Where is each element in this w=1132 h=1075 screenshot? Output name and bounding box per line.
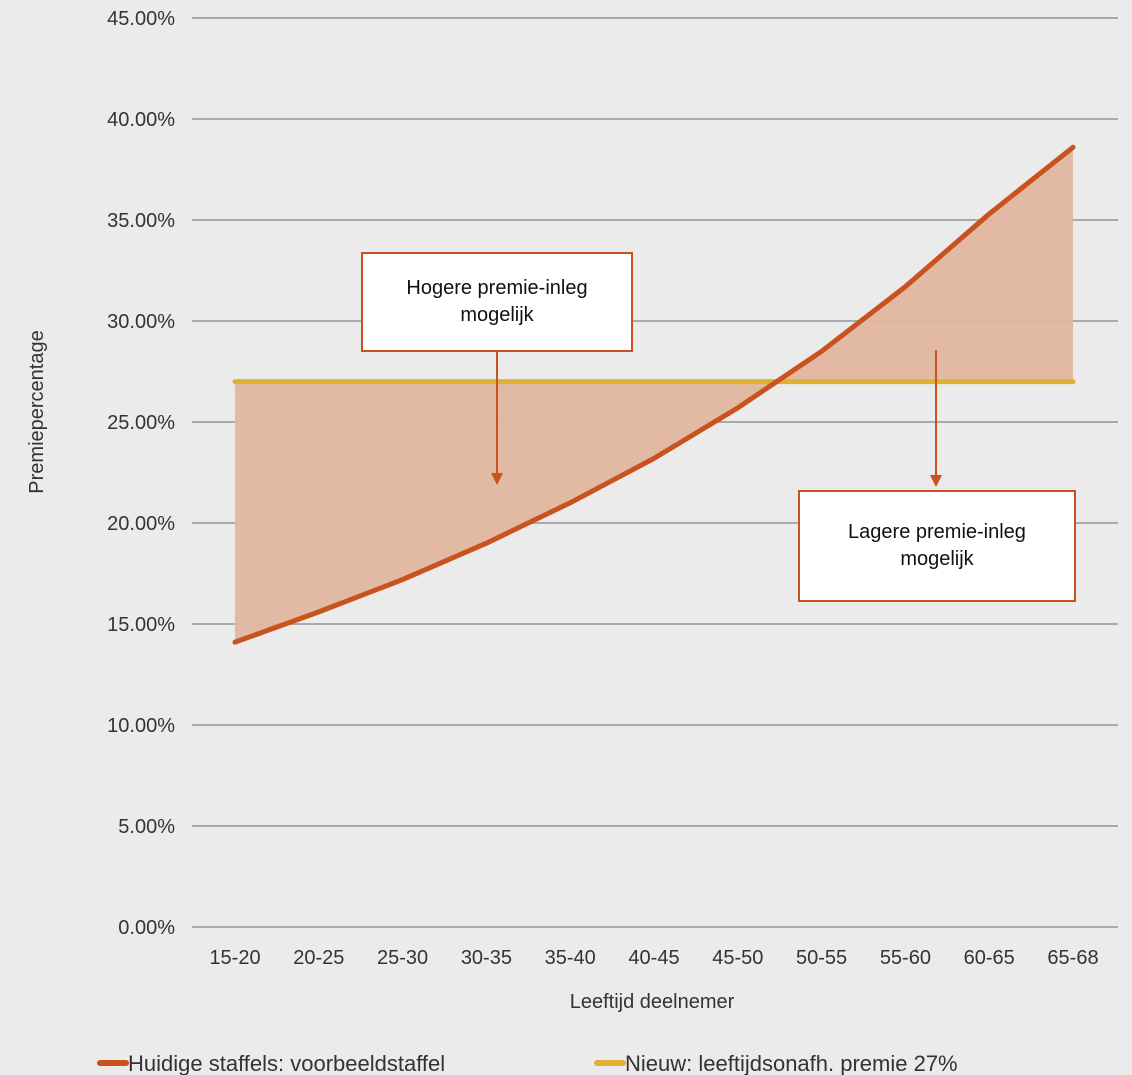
- arrow-higher-head: [491, 473, 503, 485]
- x-tick-label: 25-30: [377, 947, 428, 969]
- series-lines: [232, 144, 1076, 645]
- callout-higher-text: Hogere premie-inleg mogelijk: [406, 277, 588, 326]
- data-point: [317, 610, 321, 614]
- x-tick-labels: 15-20 20-25 25-30 30-35 35-40 40-45 45-50 50-55…: [209, 947, 1098, 969]
- y-tick-label: 30.00%: [107, 311, 175, 333]
- annotation-arrows: [491, 350, 942, 487]
- legend-label-1: Nieuw: leeftijdsonafh. premie 27%: [625, 1051, 958, 1075]
- x-tick-label: 45-50: [712, 947, 763, 969]
- difference-area: [235, 147, 1073, 643]
- data-point: [401, 380, 405, 384]
- data-point: [652, 380, 656, 384]
- x-tick-label: 30-35: [461, 947, 512, 969]
- y-tick-label: 0.00%: [118, 917, 175, 939]
- legend: Huidige staffels: voorbeeldstaffel Nieuw:…: [97, 1051, 958, 1075]
- x-tick-label: 15-20: [209, 947, 260, 969]
- x-axis-title: Leeftijd deelnemer: [570, 991, 735, 1013]
- data-point: [401, 578, 405, 582]
- data-point: [903, 380, 907, 384]
- data-point: [233, 640, 237, 644]
- x-tick-label: 20-25: [293, 947, 344, 969]
- x-tick-label: 65-68: [1047, 947, 1098, 969]
- y-axis-title: Premiepercentage: [26, 330, 48, 493]
- data-point: [1071, 145, 1075, 149]
- y-tick-label: 45.00%: [107, 8, 175, 30]
- x-tick-label: 35-40: [545, 947, 596, 969]
- data-point: [736, 406, 740, 410]
- y-tick-label: 5.00%: [118, 816, 175, 838]
- y-tick-label: 35.00%: [107, 210, 175, 232]
- legend-label-0: Huidige staffels: voorbeeldstaffel: [128, 1051, 445, 1075]
- callout-lower-text: Lagere premie-inleg mogelijk: [848, 521, 1026, 570]
- callout-higher-premium: Hogere premie-inleg mogelijk: [361, 252, 633, 352]
- callout-lower-premium: Lagere premie-inleg mogelijk: [798, 490, 1076, 602]
- data-point: [820, 380, 824, 384]
- y-tick-label: 10.00%: [107, 715, 175, 737]
- data-point: [987, 380, 991, 384]
- data-point: [820, 349, 824, 353]
- y-tick-labels: 0.00% 5.00% 10.00% 15.00% 20.00% 25.00% 30.00%…: [107, 8, 175, 939]
- data-point: [568, 380, 572, 384]
- y-tick-label: 15.00%: [107, 614, 175, 636]
- y-tick-label: 20.00%: [107, 513, 175, 535]
- data-point: [233, 380, 237, 384]
- data-point: [484, 541, 488, 545]
- arrow-lower-head: [930, 475, 942, 487]
- difference-area-fill: [235, 147, 1073, 643]
- y-tick-label: 25.00%: [107, 412, 175, 434]
- data-point: [736, 380, 740, 384]
- data-point: [987, 212, 991, 216]
- x-tick-label: 55-60: [880, 947, 931, 969]
- y-tick-label: 40.00%: [107, 109, 175, 131]
- x-tick-label: 60-65: [964, 947, 1015, 969]
- data-point: [652, 456, 656, 460]
- data-point: [484, 380, 488, 384]
- data-point: [568, 501, 572, 505]
- x-tick-label: 50-55: [796, 947, 847, 969]
- data-point: [317, 380, 321, 384]
- x-tick-label: 40-45: [628, 947, 679, 969]
- data-point: [903, 285, 907, 289]
- data-point: [1071, 380, 1075, 384]
